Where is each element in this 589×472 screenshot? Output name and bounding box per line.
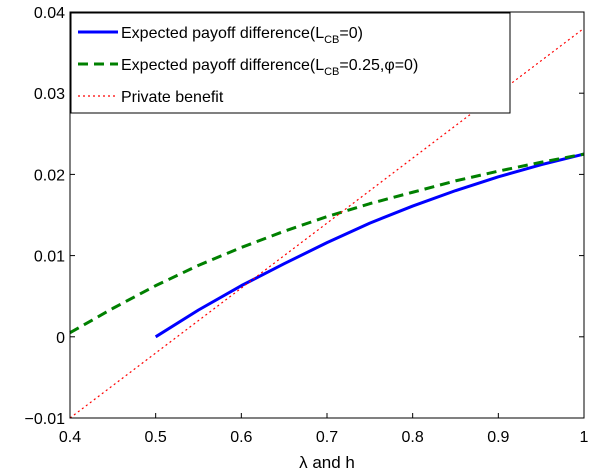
x-tick-label: 0.5 (145, 429, 167, 446)
y-tick-label: 0.01 (34, 249, 65, 266)
x-tick-label: 0.9 (487, 429, 509, 446)
legend-label-3: Private benefit (121, 89, 224, 106)
x-tick-label: 0.6 (230, 429, 252, 446)
x-axis-label: λ and h (299, 453, 355, 472)
y-tick-label: 0 (56, 330, 65, 347)
legend-label-1: Expected payoff difference(LCB=0) (121, 25, 363, 46)
y-tick-label: 0.02 (34, 167, 65, 184)
y-tick-label: 0.03 (34, 86, 65, 103)
y-tick-label: −0.01 (25, 411, 66, 428)
legend-label-2: Expected payoff difference(LCB=0.25,φ=0) (121, 57, 418, 78)
legend-box (70, 12, 511, 114)
ticks-layer: 0.4 0.5 0.6 0.7 0.8 0.9 1 −0.01 0 0.01 0.02 0.03 0.0… (25, 5, 589, 446)
x-tick-label: 0.4 (59, 429, 81, 446)
series-layer (69, 27, 585, 419)
y-tick-label: 0.04 (34, 5, 65, 22)
x-tick-label: 0.8 (402, 429, 424, 446)
x-tick-label: 0.7 (316, 429, 338, 446)
series-line-2 (69, 152, 585, 335)
series-line-1 (154, 152, 585, 339)
legend: Expected payoff difference(LCB=0) Expecte… (70, 12, 511, 114)
x-tick-label: 1 (580, 429, 589, 446)
